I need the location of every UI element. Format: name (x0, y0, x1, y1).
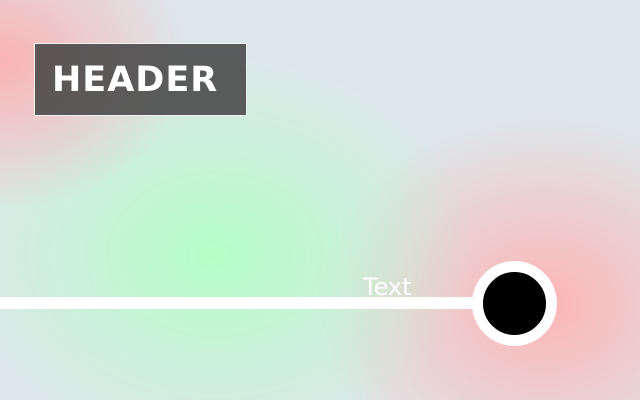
header-title: HEADER (52, 59, 219, 100)
header-box: HEADER (34, 43, 247, 116)
track-label: Text (363, 273, 412, 301)
timeline-track (0, 297, 492, 309)
timeline-handle-knob[interactable] (472, 261, 557, 346)
